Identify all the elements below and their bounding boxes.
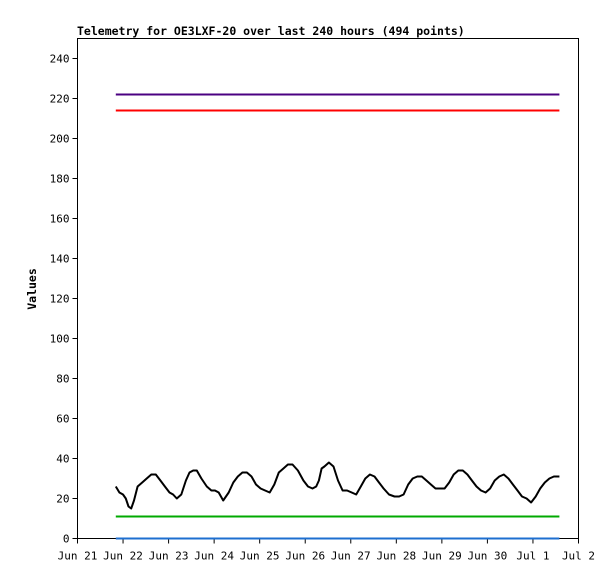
y-tick-label: 0 xyxy=(63,533,70,546)
y-tick-label: 80 xyxy=(56,373,69,386)
y-tick-label: 100 xyxy=(50,333,70,346)
y-tick-label: 120 xyxy=(50,293,70,306)
x-tick-label: Jun 26 xyxy=(285,550,325,563)
series-line-5 xyxy=(114,461,560,510)
y-tick-label: 20 xyxy=(56,493,69,506)
x-tick-label: Jun 30 xyxy=(468,550,508,563)
y-tick-label: 240 xyxy=(50,53,70,66)
x-tick-label: Jun 25 xyxy=(240,550,280,563)
y-tick-label: 140 xyxy=(50,253,70,266)
y-tick-label: 180 xyxy=(50,173,70,186)
x-tick-label: Jun 24 xyxy=(194,550,234,563)
x-tick-label: Jul 1 xyxy=(516,550,549,563)
y-tick-label: 160 xyxy=(50,213,70,226)
chart-title: Telemetry for OE3LXF-20 over last 240 ho… xyxy=(77,24,465,38)
y-axis-label: Values xyxy=(25,268,39,310)
y-tick-label: 220 xyxy=(50,93,70,106)
x-tick-label: Jun 21 xyxy=(58,550,98,563)
series-group xyxy=(114,93,560,540)
x-axis: Jun 21 Jun 22 Jun 23 Jun 24 Jun 25 Jun 26 Jun … xyxy=(58,538,595,563)
y-tick-label: 200 xyxy=(50,133,70,146)
x-tick-label: Jun 22 xyxy=(103,550,143,563)
x-tick-label: Jul 2 xyxy=(562,550,595,563)
x-tick-label: Jun 29 xyxy=(422,550,462,563)
x-tick-label: Jun 27 xyxy=(331,550,371,563)
y-tick-label: 40 xyxy=(56,453,69,466)
y-tick-label: 60 xyxy=(56,413,69,426)
x-tick-label: Jun 28 xyxy=(376,550,416,563)
y-axis: 0 20 40 60 80 100 120 140 160 180 200 220 240 xyxy=(50,53,78,546)
x-tick-label: Jun 23 xyxy=(149,550,189,563)
